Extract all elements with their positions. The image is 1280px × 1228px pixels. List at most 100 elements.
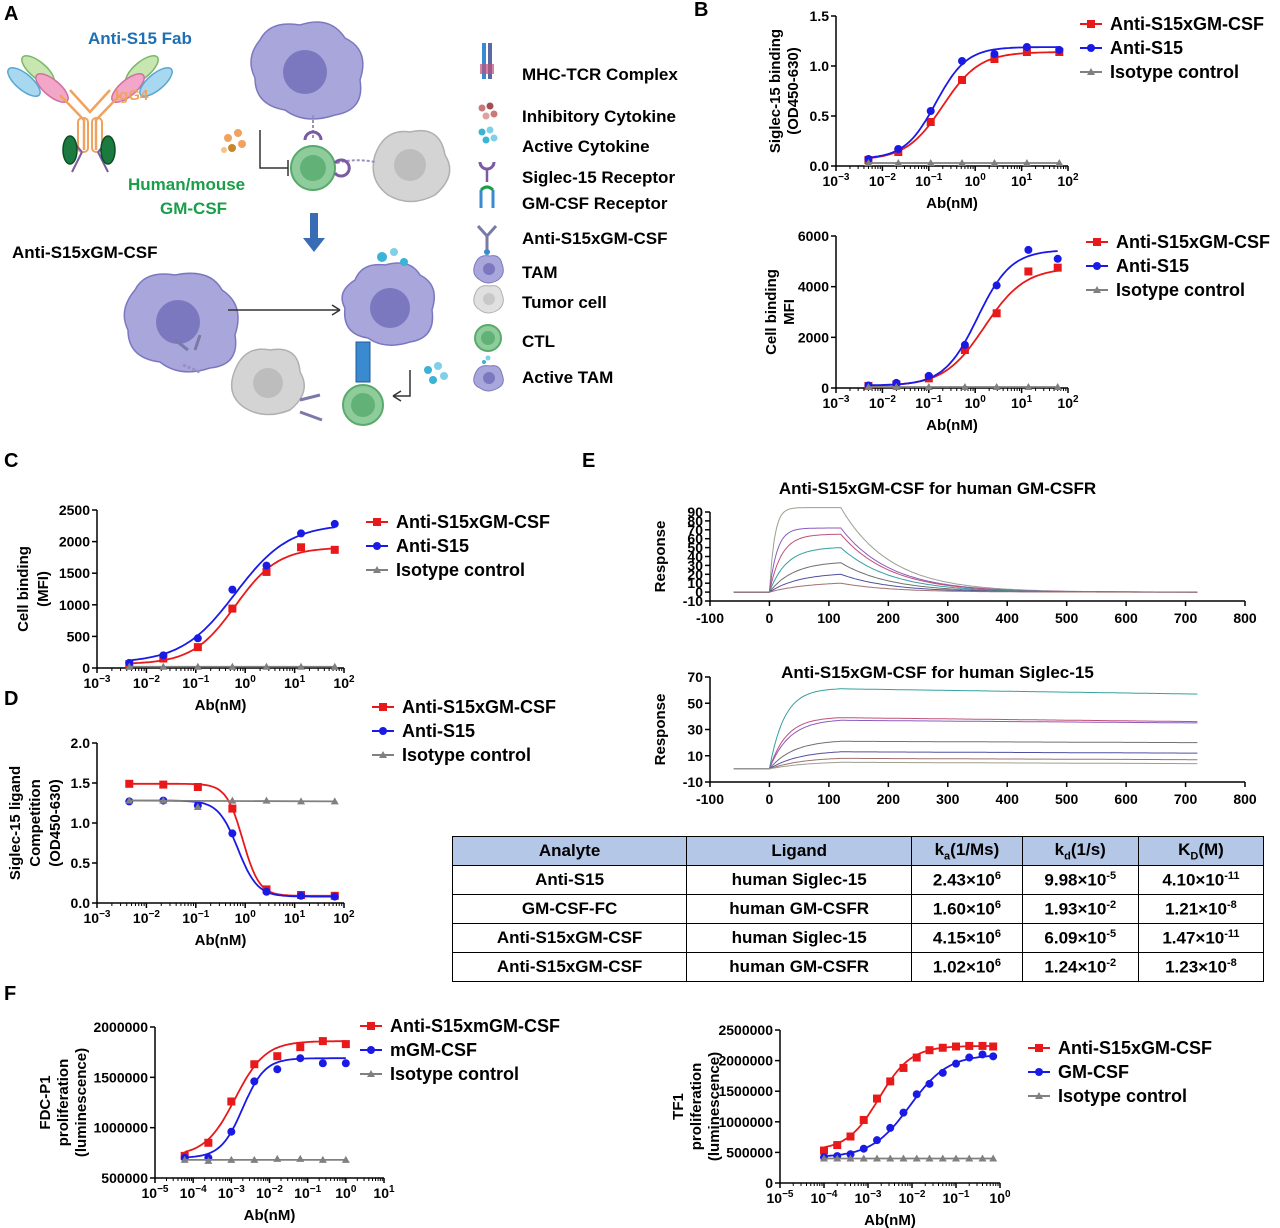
x-tick-label: -100 (696, 610, 724, 626)
x-tick-label: 400 (996, 791, 1020, 807)
data-point-circle (297, 891, 306, 900)
data-point-triangle (367, 1070, 375, 1077)
data-point-triangle (1053, 382, 1062, 390)
data-point-square (193, 643, 202, 652)
tumor-cell-icon (473, 285, 504, 314)
data-point-square (990, 55, 999, 63)
data-point-circle (990, 50, 999, 58)
schematic-legend-label: Active Cytokine (522, 137, 650, 156)
header-KD: KD(M) (1137, 836, 1265, 866)
fit-curve (868, 269, 1058, 387)
x-tick-label: 100 (235, 909, 257, 926)
y-tick-label: 1500000 (93, 1069, 148, 1085)
data-point-circle (925, 1079, 934, 1088)
schematic-legend-label: Tumor cell (522, 293, 607, 312)
y-tick-label: 0 (821, 380, 829, 396)
sensorgram-curve (733, 761, 1198, 770)
sensorgram-curve (733, 757, 1198, 770)
schematic-legend-label: Active TAM (522, 368, 613, 387)
kinetics-table: Analyte Ligand ka(1/Ms) kd(1/s) KD(M) An… (451, 836, 1265, 982)
data-point-triangle (330, 662, 339, 670)
legend-label: Isotype control (396, 560, 525, 580)
panel-label-b: B (694, 0, 708, 21)
data-point-circle (296, 1054, 305, 1063)
y-axis-label: (luminescence) (73, 1048, 90, 1157)
legend-label: Isotype control (1058, 1086, 1187, 1106)
x-tick-label: 500 (1055, 791, 1079, 807)
data-point-triangle (125, 796, 134, 804)
data-point-square (872, 1094, 881, 1103)
data-point-triangle (1024, 382, 1033, 390)
data-point-circle (373, 542, 381, 550)
data-point-triangle (892, 382, 901, 390)
y-tick-label: 70 (687, 522, 703, 538)
y-tick-label: 2.0 (71, 735, 91, 751)
active-cytokine-icon (478, 126, 498, 144)
x-tick-label: 200 (877, 791, 901, 807)
legend-label: Isotype control (390, 1064, 519, 1084)
data-point-triangle (204, 1156, 213, 1164)
x-tick-label: 10−1 (294, 1184, 321, 1201)
data-point-square (989, 1042, 998, 1051)
y-axis-label: (MFI) (35, 571, 52, 607)
y-tick-label: 50 (687, 695, 703, 711)
x-axis-label: Ab(nM) (926, 417, 978, 434)
x-tick-label: 800 (1233, 610, 1257, 626)
data-point-circle (899, 1108, 908, 1117)
header-ligand: Ligand (686, 836, 913, 866)
schematic-legend-label: Anti-S15xGM-CSF (522, 229, 667, 248)
x-tick-label: 10−3 (823, 172, 850, 189)
data-point-triangle (159, 662, 168, 670)
chart-c: 0 500 1000 1500 2000 2500 10−3 10−2 10−1 100 101 10… (15, 502, 550, 714)
header-ka: ka(1/Ms) (911, 836, 1023, 866)
x-tick-label: 10−2 (133, 909, 160, 926)
data-point-circle (965, 1053, 974, 1062)
y-axis-label: Competition (27, 779, 44, 867)
chart-title: Anti-S15xGM-CSF for human GM-CSFR (779, 479, 1096, 498)
x-tick-label: 10−1 (182, 674, 209, 691)
panel-label-a: A (4, 3, 18, 25)
data-point-triangle (318, 1155, 327, 1163)
x-tick-label: 10−4 (811, 1189, 838, 1206)
data-point-square (273, 1052, 282, 1061)
tumor-cell-bottom (230, 348, 305, 416)
table-cell: 4.10×10-11 (1137, 865, 1265, 895)
y-tick-label: 80 (687, 513, 703, 529)
series-2 (125, 662, 339, 670)
sensorgram-curve (733, 717, 1198, 770)
chart-b2: 0 2000 4000 6000 10−3 10−2 10−1 100 101 102 Ab(nM)… (763, 228, 1270, 434)
inhibitory-cytokines (221, 129, 246, 153)
legend-label: Anti-S15xmGM-CSF (390, 1016, 560, 1036)
data-point-triangle (992, 382, 1001, 390)
data-point-triangle (989, 1154, 998, 1162)
data-point-square (227, 1097, 236, 1106)
data-point-square (846, 1132, 855, 1141)
fab-label: Anti-S15 Fab (88, 29, 192, 48)
y-tick-label: 0.5 (810, 108, 830, 124)
y-tick-label: 30 (687, 557, 703, 573)
data-point-triangle (1087, 68, 1095, 75)
data-point-circle (367, 1046, 375, 1054)
series-2 (864, 382, 1062, 390)
y-tick-label: 0 (82, 660, 90, 676)
y-axis-label: TF1 (670, 1093, 687, 1120)
schematic-panel-a: Anti-S15 Fab IgG4 Human/mouse GM-CSF Ant… (7, 21, 678, 426)
data-point-circle (989, 1052, 998, 1061)
y-axis-label: MFI (781, 299, 798, 325)
tam-icon (473, 255, 504, 284)
table-cell: 1.93×10-2 (1021, 894, 1139, 924)
data-point-triangle (965, 1154, 974, 1162)
data-point-circle (1055, 46, 1064, 54)
schematic-legend-label: Siglec-15 Receptor (522, 168, 675, 187)
x-axis-label: Ab(nM) (195, 697, 247, 714)
x-tick-label: 100 (989, 1189, 1011, 1206)
data-point-circle (924, 371, 933, 380)
x-tick-label: 0 (766, 610, 774, 626)
x-tick-label: 700 (1174, 610, 1198, 626)
data-point-square (330, 545, 339, 554)
data-point-square (379, 703, 387, 711)
y-tick-label: 1.5 (71, 775, 91, 791)
data-point-square (367, 1022, 375, 1030)
data-point-circle (1022, 43, 1031, 51)
table-cell: human GM-CSFR (686, 952, 913, 982)
